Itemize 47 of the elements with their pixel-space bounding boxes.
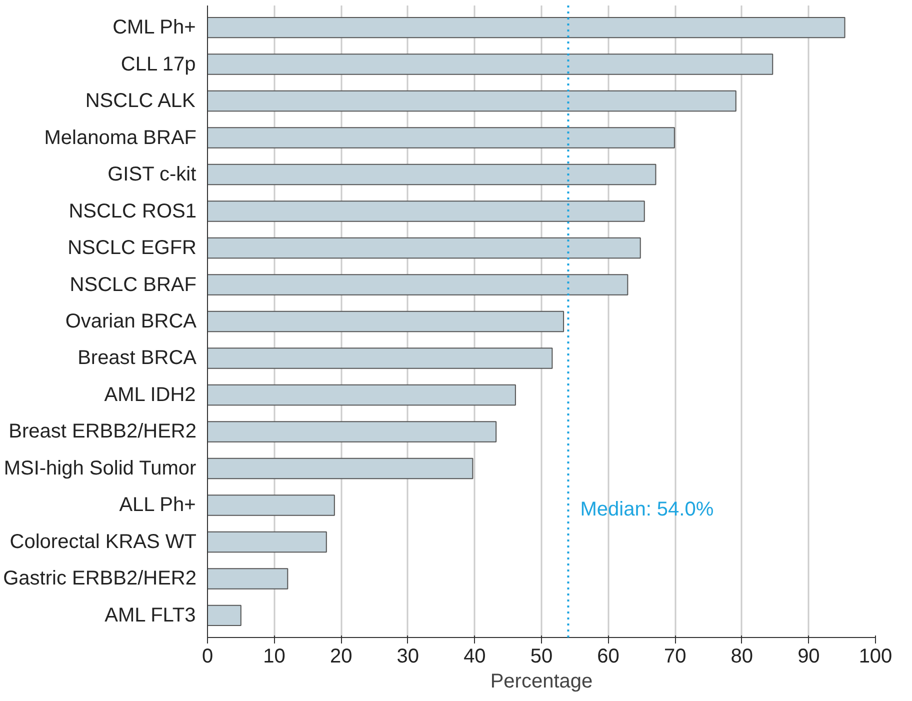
bar (208, 274, 628, 296)
x-tick-label: 0 (202, 646, 214, 668)
y-tick-label: NSCLC ALK (85, 90, 196, 112)
bar (208, 310, 564, 332)
bar (208, 604, 242, 626)
bar (208, 127, 675, 148)
x-tick-label: 100 (858, 646, 892, 668)
x-tick-label: 10 (263, 646, 286, 668)
x-tick-label: 30 (396, 646, 420, 668)
y-tick-label: Breast BRCA (78, 347, 198, 370)
y-tick-label: GIST c-kit (108, 164, 197, 186)
y-tick-label: NSCLC EGFR (68, 237, 196, 260)
y-tick-label: Gastric ERBB2/HER2 (3, 568, 196, 590)
x-tick-label: 50 (530, 646, 553, 668)
y-tick-label: AML FLT3 (104, 604, 196, 626)
bar (208, 348, 553, 369)
x-tick-label: 20 (330, 646, 352, 668)
x-tick-label: 90 (798, 646, 820, 668)
bar (208, 54, 774, 75)
x-axis-title: Percentage (490, 670, 593, 692)
bar (208, 531, 327, 553)
y-tick-label: CLL 17p (120, 53, 196, 76)
bar (208, 568, 288, 590)
x-tick-label: 70 (664, 646, 686, 668)
x-tick-label: 60 (597, 646, 620, 668)
y-tick-label: NSCLC ROS1 (68, 200, 196, 222)
y-tick-label: NSCLC BRAF (70, 274, 197, 296)
bar (208, 16, 846, 38)
y-tick-label: Colorectal KRAS WT (10, 530, 197, 553)
x-tick-label: 40 (464, 646, 486, 668)
y-tick-label: Breast ERBB2/HER2 (8, 420, 197, 443)
bar (208, 164, 656, 186)
y-tick-label: ALL Ph+ (119, 494, 196, 516)
bar (208, 458, 474, 480)
x-tick-label: 80 (730, 646, 754, 668)
y-tick-label: AML IDH2 (104, 384, 196, 406)
ref-line-label: Median: 54.0% (580, 498, 714, 520)
bar (208, 494, 335, 516)
bar (208, 421, 497, 442)
y-tick-label: Melanoma BRAF (44, 126, 197, 149)
bar (208, 200, 645, 222)
y-tick-label: CML Ph+ (112, 16, 196, 39)
y-tick-label: MSI-high Solid Tumor (4, 457, 196, 480)
bar (208, 237, 641, 259)
y-tick-label: Ovarian BRCA (65, 310, 198, 332)
bar (208, 90, 736, 112)
bar (208, 384, 516, 406)
